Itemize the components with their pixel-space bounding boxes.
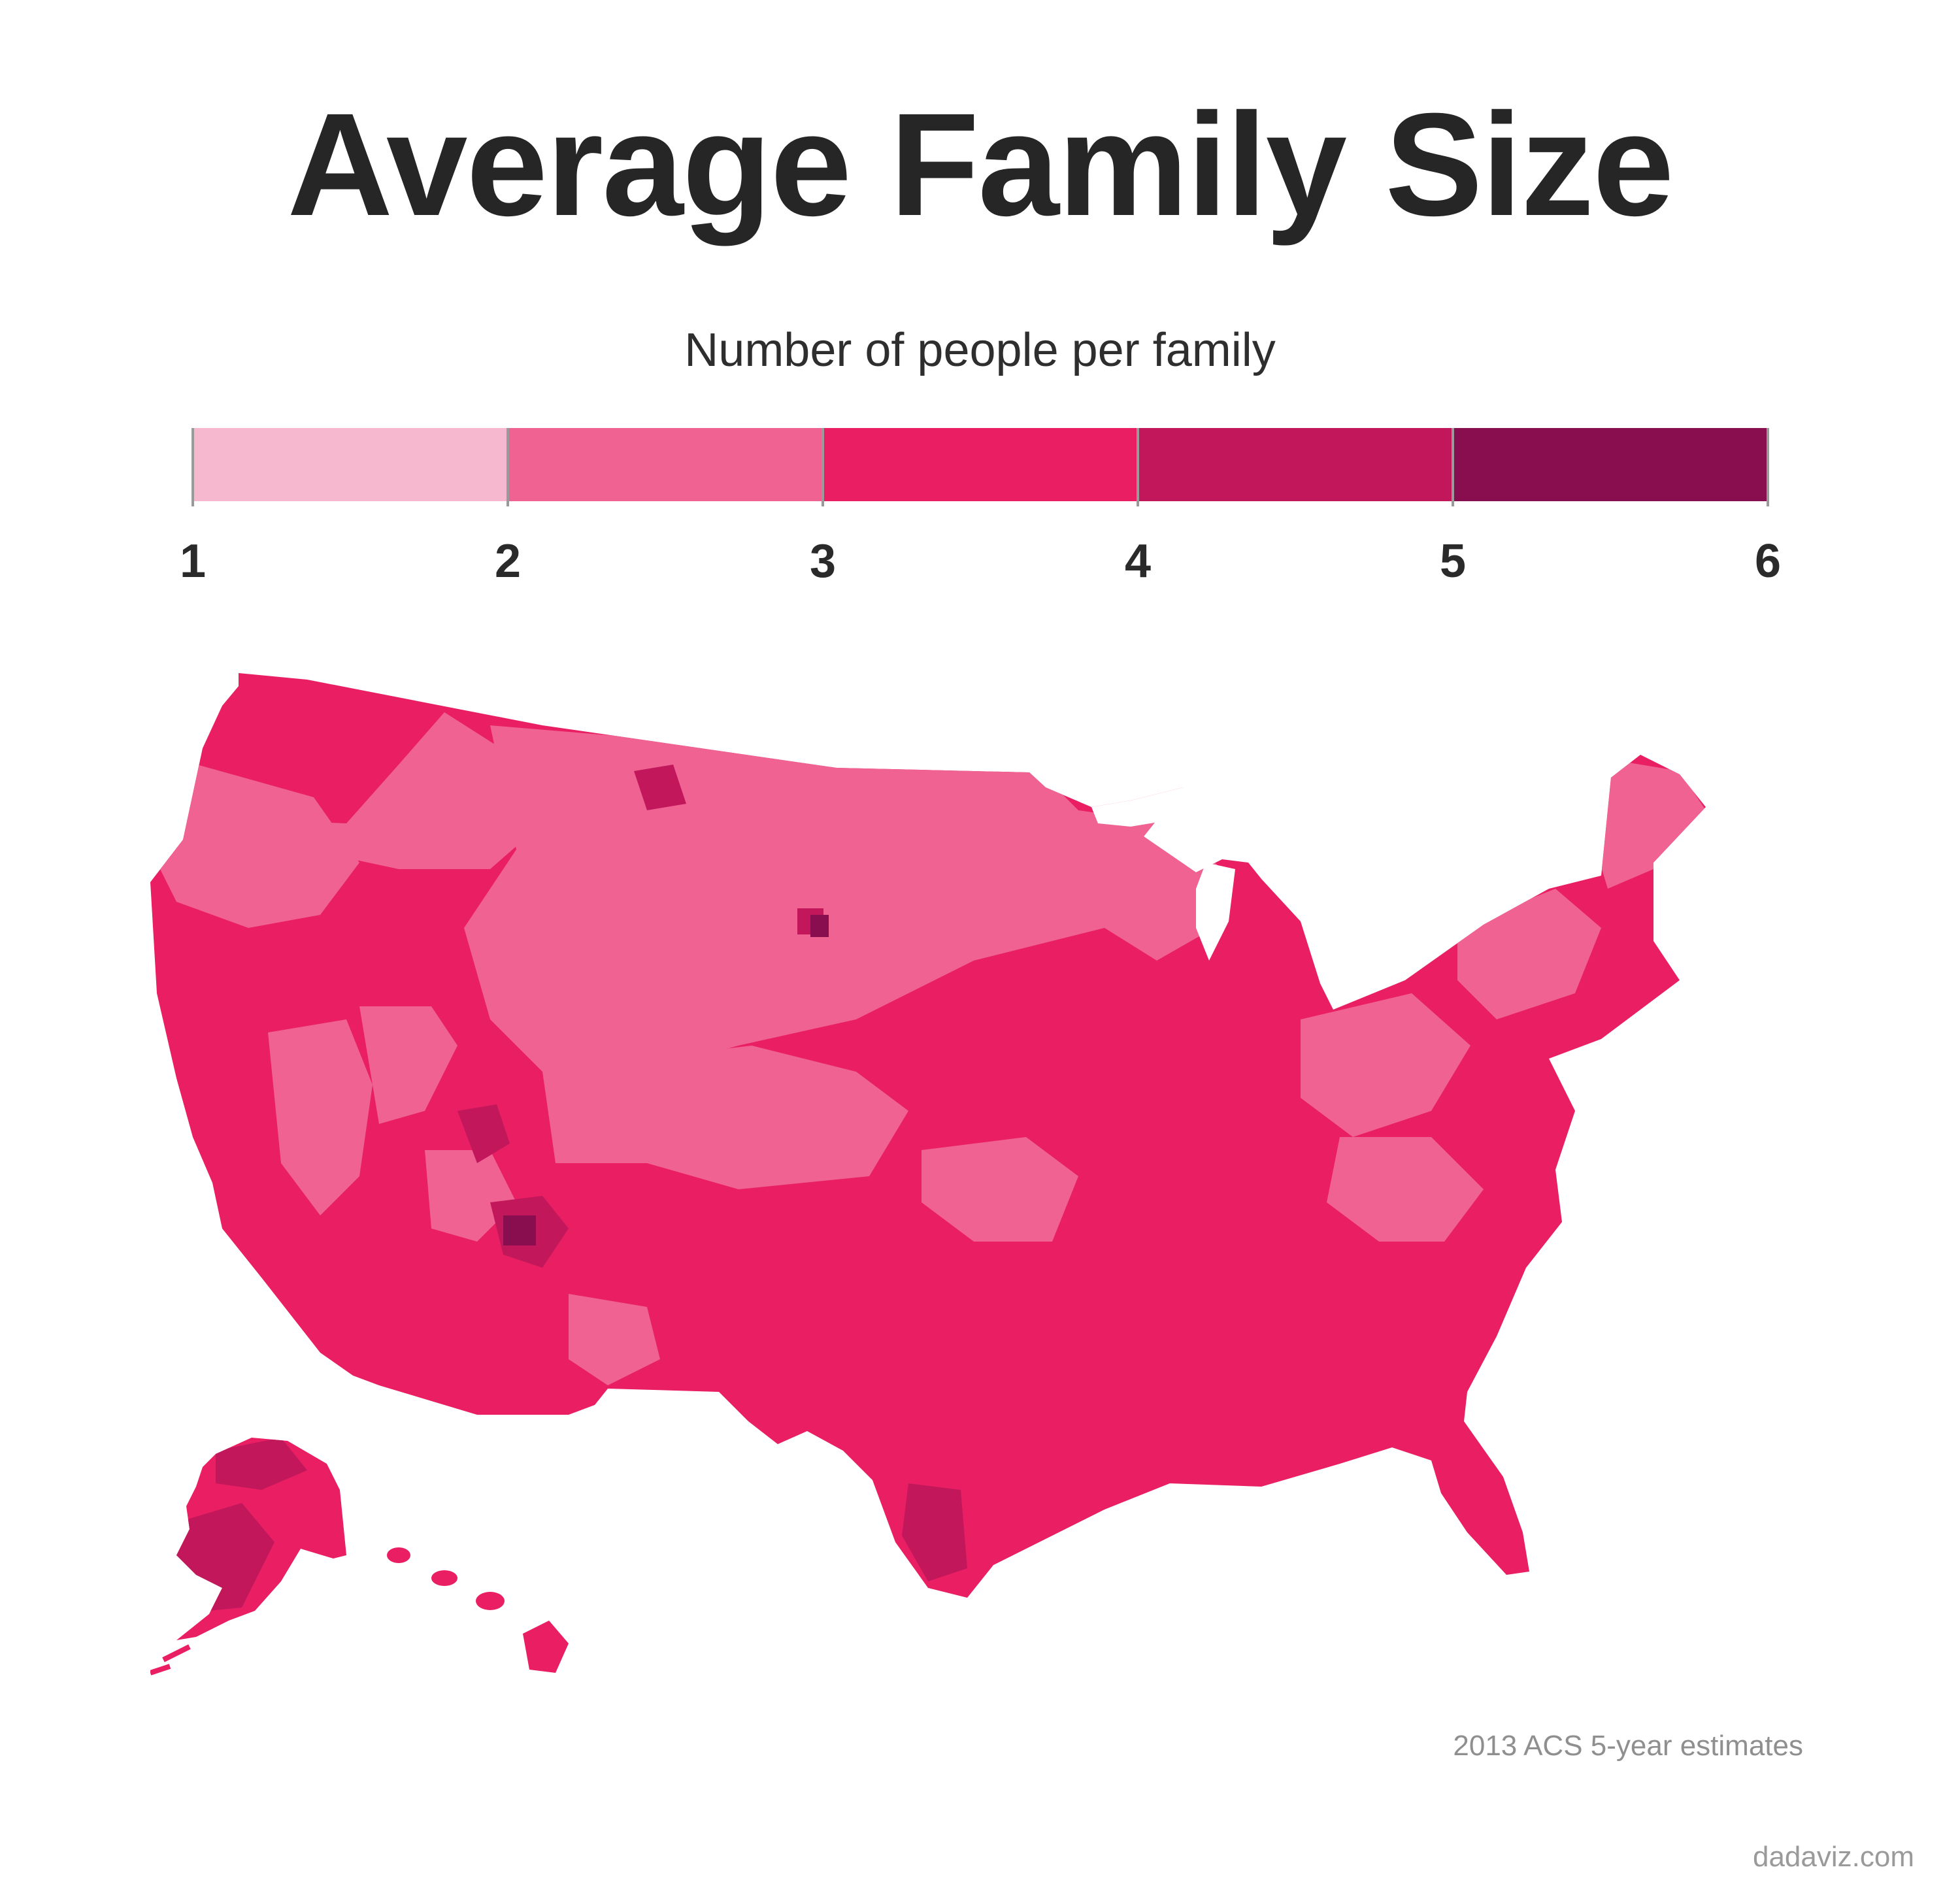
aleutian-islands <box>150 1644 191 1675</box>
legend-label: 1 <box>179 535 207 587</box>
legend-label: 5 <box>1439 535 1467 587</box>
legend-tick <box>191 428 194 506</box>
hawaii <box>387 1547 569 1673</box>
hawaii-big-island <box>523 1621 569 1673</box>
region-northwest-coast <box>150 751 359 928</box>
region-northern-arizona <box>425 1150 516 1242</box>
alaska <box>150 1438 346 1675</box>
map-title: Average Family Size <box>287 83 1674 246</box>
us-county-choropleth-map <box>150 673 1706 1675</box>
legend-tick <box>822 428 824 506</box>
legend-label: 3 <box>809 535 837 587</box>
color-legend: 1 2 3 4 5 6 <box>180 428 1781 587</box>
great-lakes <box>1091 787 1235 961</box>
legend-label: 6 <box>1754 535 1782 587</box>
data-source-note: 2013 ACS 5-year estimates <box>1453 1730 1803 1762</box>
county-arizona-reservation <box>503 1215 536 1245</box>
region-utah-county <box>457 1104 510 1163</box>
region-montana-county <box>634 765 686 810</box>
county-south-dakota <box>810 915 829 937</box>
legend-swatch-3-4 <box>823 428 1138 501</box>
region-west-texas <box>569 1294 660 1385</box>
legend-swatch-2-3 <box>508 428 823 501</box>
legend-tick <box>507 428 509 506</box>
legend-tick <box>1452 428 1454 506</box>
legend-swatch-5-6 <box>1453 428 1768 501</box>
legend-label: 4 <box>1124 535 1152 587</box>
lake-michigan <box>1196 863 1235 961</box>
legend-swatch-4-5 <box>1138 428 1453 501</box>
lake-superior <box>1091 787 1203 827</box>
contiguous-us <box>150 673 1706 1598</box>
hawaii-kauai <box>387 1547 410 1563</box>
region-new-york-penn <box>1457 889 1601 1019</box>
region-nevada <box>268 1019 373 1215</box>
region-appalachia <box>1327 1137 1484 1242</box>
legend-tick <box>1137 428 1139 506</box>
region-new-england-north <box>1588 758 1706 889</box>
region-great-basin <box>359 1006 457 1124</box>
legend-label: 2 <box>494 535 522 587</box>
region-oregon-interior <box>176 712 542 869</box>
region-northern-plains <box>464 725 1131 1072</box>
region-central-plains <box>542 1046 908 1189</box>
legend-title: Number of people per family <box>684 324 1276 376</box>
region-south-texas <box>902 1483 967 1581</box>
region-ohio-valley <box>1301 993 1470 1137</box>
legend-tick <box>1767 428 1769 506</box>
legend-bar <box>193 428 1768 501</box>
credit-text: dadaviz.com <box>1752 1841 1914 1873</box>
hawaii-maui <box>476 1592 505 1610</box>
alaska-north <box>216 1438 307 1490</box>
legend-swatch-1-2 <box>193 428 508 501</box>
region-ozarks <box>922 1137 1078 1242</box>
hawaii-oahu <box>431 1570 457 1586</box>
